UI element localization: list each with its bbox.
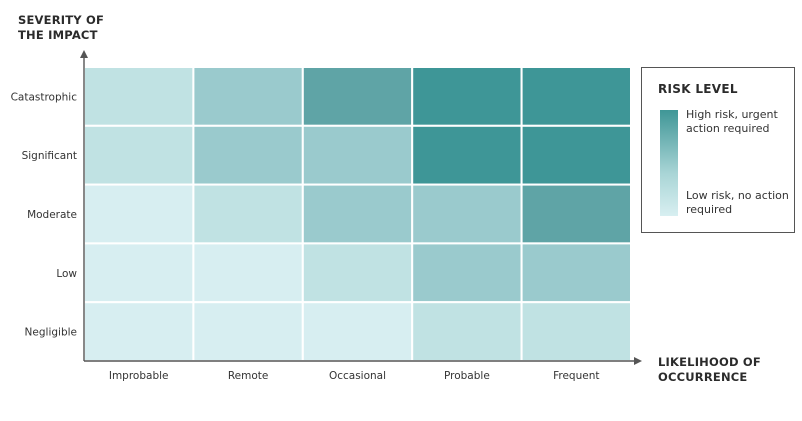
y-axis-arrow-icon xyxy=(80,50,88,58)
x-tick-label: Frequent xyxy=(553,370,599,382)
heatmap-cell xyxy=(520,124,632,186)
legend-gradient-bar xyxy=(660,110,678,216)
heatmap-cell xyxy=(301,183,414,245)
heatmap-cell xyxy=(520,301,632,363)
heatmap-cell xyxy=(411,124,523,186)
heatmap-cell xyxy=(520,66,632,127)
heatmap-cell xyxy=(192,242,304,304)
heatmap-cell xyxy=(411,301,523,363)
heatmap-cell xyxy=(301,66,414,127)
x-axis-arrow-icon xyxy=(634,357,642,365)
heatmap-cell xyxy=(83,301,195,363)
x-tick-label: Remote xyxy=(228,370,269,382)
x-tick-label: Probable xyxy=(444,370,490,382)
heatmap-cell xyxy=(192,183,304,245)
y-axis-title: SEVERITY OF THE IMPACT xyxy=(18,13,105,42)
heatmap-cell xyxy=(301,301,414,363)
y-tick-label: Catastrophic xyxy=(11,91,78,103)
heatmap-cell xyxy=(83,66,195,127)
y-tick-label: Negligible xyxy=(25,327,77,339)
heatmap-cell xyxy=(192,66,304,127)
legend-high-label: High risk, urgent action required xyxy=(686,108,778,135)
x-tick-label: Improbable xyxy=(109,370,169,382)
heatmap-cell xyxy=(301,124,414,186)
heatmap-cell xyxy=(83,124,195,186)
heatmap-cell xyxy=(192,124,304,186)
x-tick-label: Occasional xyxy=(329,370,386,382)
y-tick-label: Moderate xyxy=(27,209,77,221)
legend-low-label: Low risk, no action required xyxy=(686,189,789,216)
heatmap-cell xyxy=(411,183,523,245)
x-axis-title: LIKELIHOOD OF OCCURRENCE xyxy=(658,355,761,384)
heatmap-cell xyxy=(411,66,523,127)
heatmap-cell xyxy=(301,242,414,304)
y-tick-label: Low xyxy=(56,268,77,280)
heatmap-cell xyxy=(411,242,523,304)
heatmap-cell xyxy=(192,301,304,363)
heatmap-cell xyxy=(83,183,195,245)
heatmap-cell xyxy=(520,183,632,245)
risk-legend: RISK LEVEL High risk, urgent action requ… xyxy=(641,67,795,233)
y-tick-label: Significant xyxy=(22,150,77,162)
heatmap-cell xyxy=(520,242,632,304)
legend-title: RISK LEVEL xyxy=(658,82,738,96)
heatmap-cell xyxy=(83,242,195,304)
